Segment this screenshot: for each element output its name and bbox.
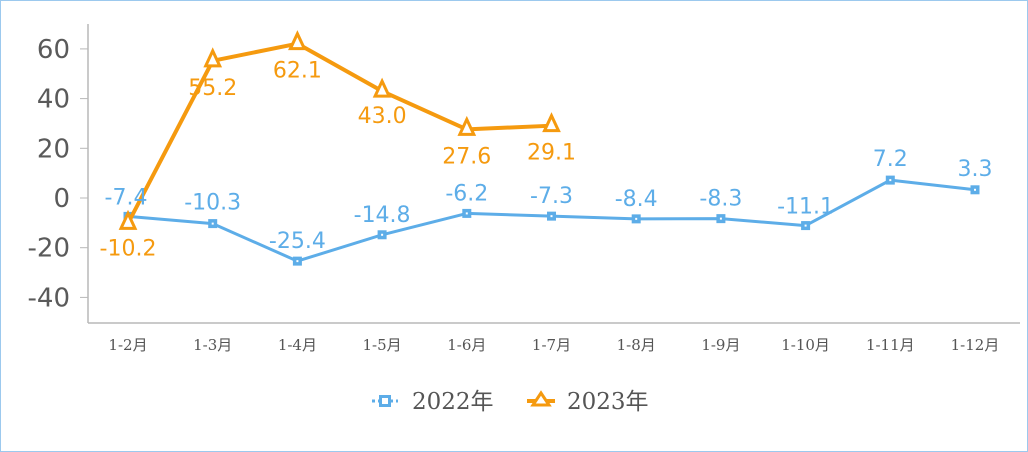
legend-label-2023: 2023年	[567, 389, 649, 415]
data-label: 27.6	[442, 144, 491, 169]
x-tick-label: 1-6月	[447, 336, 486, 354]
x-tick-label: 1-7月	[532, 336, 571, 354]
x-tick-label: 1-10月	[781, 336, 830, 354]
y-tick-label: 40	[37, 85, 70, 115]
x-tick-label: 1-12月	[951, 336, 1000, 354]
data-label: -14.8	[354, 203, 411, 228]
marker-center	[804, 224, 807, 227]
y-tick-label: -40	[28, 283, 70, 313]
y-tick-label: -20	[28, 234, 70, 264]
legend-triangle-icon	[530, 390, 552, 407]
marker-center	[974, 188, 976, 191]
y-tick-label: 0	[53, 184, 70, 214]
marker-center	[719, 217, 722, 220]
axes: 60 40 20 0 -20 -40 1-2月 1-3月 1-4月 1-5月 1-6月 1-7月 1-8…	[28, 24, 1020, 354]
marker-center	[211, 222, 214, 225]
x-tick-label: 1-9月	[701, 336, 740, 354]
triangle-marker-icon	[203, 47, 223, 68]
series-lines	[118, 30, 980, 266]
x-tick-label: 1-4月	[278, 336, 317, 354]
y-tick-label: 60	[37, 35, 70, 65]
triangle-marker-icon	[457, 115, 477, 136]
x-tick-label: 1-2月	[108, 336, 147, 354]
data-label: 29.1	[527, 141, 576, 166]
data-label: 55.2	[188, 76, 237, 101]
data-label: 7.2	[873, 147, 908, 172]
marker-center	[465, 212, 468, 215]
data-label: -8.3	[699, 187, 742, 212]
triangle-marker-icon	[542, 112, 561, 133]
data-label: 43.0	[358, 104, 407, 129]
legend-label-2022: 2022年	[412, 389, 494, 415]
triangle-marker-icon	[118, 209, 138, 230]
legend-square-center	[382, 398, 388, 404]
triangle-marker-icon	[372, 77, 392, 98]
marker-center	[296, 260, 299, 263]
marker-center	[635, 217, 638, 220]
triangle-marker-icon	[288, 30, 307, 51]
marker-center	[889, 179, 892, 182]
legend: 2022年 2023年	[372, 389, 649, 415]
data-label: -7.3	[530, 184, 573, 209]
x-tick-label: 1-11月	[866, 336, 915, 354]
data-label: -6.2	[445, 181, 488, 206]
y-tick-label: 20	[37, 134, 70, 164]
data-labels: -7.4 -10.3 -25.4 -14.8 -6.2 -7.3 -8.4 -8.3 -11.1…	[100, 59, 993, 262]
x-tick-label: 1-5月	[363, 336, 402, 354]
x-tick-label: 1-8月	[617, 336, 656, 354]
data-label: -10.2	[100, 236, 157, 261]
marker-center	[381, 233, 384, 236]
data-label: -10.3	[184, 191, 241, 216]
data-label: 3.3	[958, 157, 993, 182]
x-tick-label: 1-3月	[193, 336, 232, 354]
data-label: -25.4	[269, 229, 326, 254]
data-label: 62.1	[273, 59, 322, 84]
marker-center	[550, 215, 553, 218]
series-line-2023年	[126, 41, 552, 225]
data-label: -7.4	[105, 185, 148, 210]
data-label: -11.1	[777, 195, 834, 220]
data-label: -8.4	[615, 187, 658, 212]
